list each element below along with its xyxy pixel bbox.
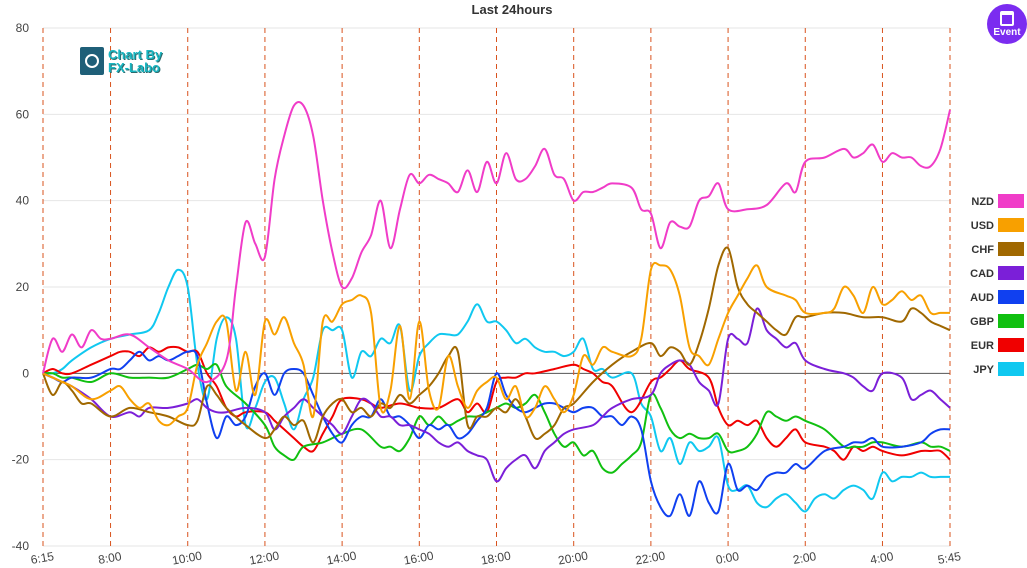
logo-line-2: FX-Labo	[108, 60, 160, 75]
logo-text: Chart By FX-Labo	[108, 48, 162, 74]
x-tick-label: 14:00	[325, 549, 357, 568]
x-tick-label: 2:00	[792, 549, 818, 567]
magnifier-icon	[80, 47, 104, 75]
x-tick-label: 5:45	[937, 549, 963, 567]
x-tick-label: 18:00	[480, 549, 512, 568]
legend-swatch-jpy	[998, 362, 1024, 376]
y-tick-label: -20	[12, 453, 30, 467]
x-tick-label: 22:00	[634, 549, 666, 568]
legend-label-jpy: JPY	[973, 364, 994, 376]
event-button[interactable]: Event	[987, 4, 1027, 44]
calendar-icon	[1000, 10, 1014, 26]
x-tick-label: 0:00	[715, 549, 741, 567]
legend-label-usd: USD	[971, 220, 994, 232]
x-tick-label: 4:00	[869, 549, 895, 567]
legend-label-aud: AUD	[970, 292, 994, 304]
series-line-cad	[42, 307, 951, 483]
logo-line-1: Chart By	[108, 47, 163, 62]
legend-label-chf: CHF	[971, 244, 994, 256]
series-line-gbp	[42, 363, 951, 474]
x-tick-label: 16:00	[403, 549, 435, 568]
x-tick-label: 10:00	[171, 549, 203, 568]
legend-swatch-gbp	[998, 314, 1024, 328]
x-tick-label: 8:00	[97, 549, 123, 567]
x-tick-label: 20:00	[557, 549, 589, 568]
event-button-label: Event	[993, 26, 1021, 38]
legend-swatch-chf	[998, 242, 1024, 256]
legend-label-gbp: GBP	[970, 316, 994, 328]
x-axis: 6:15 8:00 10:00 12:00 14:00 16:00 18:00 20:00 22…	[30, 549, 963, 568]
fx-labo-logo: Chart By FX-Labo	[80, 46, 162, 76]
y-tick-label: 0	[22, 366, 29, 380]
series-line-usd	[42, 261, 950, 427]
legend-swatch-cad	[998, 266, 1024, 280]
series-lines	[42, 100, 951, 518]
y-tick-label: 40	[16, 194, 30, 208]
y-axis: -40 -20 0 20 40 60 80	[12, 21, 30, 553]
legend-label-nzd: NZD	[971, 196, 994, 208]
series-line-chf	[42, 246, 951, 444]
legend-swatch-eur	[998, 338, 1024, 352]
chart-title: Last 24hours	[472, 2, 553, 17]
legend-label-cad: CAD	[970, 268, 994, 280]
x-tick-label: 6:15	[30, 549, 56, 567]
y-tick-label: 80	[16, 21, 30, 35]
series-line-aud	[42, 349, 951, 518]
legend-swatch-usd	[998, 218, 1024, 232]
legend: NZD USD CHF CAD AUD GBP EUR JPY	[970, 194, 1024, 376]
y-tick-label: 60	[16, 107, 30, 121]
x-tick-label: 12:00	[248, 549, 280, 568]
y-tick-label: -40	[12, 539, 30, 553]
y-tick-label: 20	[16, 280, 30, 294]
series-line-nzd	[42, 100, 951, 384]
legend-label-eur: EUR	[971, 340, 994, 352]
grid	[43, 27, 950, 547]
legend-swatch-aud	[998, 290, 1024, 304]
legend-swatch-nzd	[998, 194, 1024, 208]
